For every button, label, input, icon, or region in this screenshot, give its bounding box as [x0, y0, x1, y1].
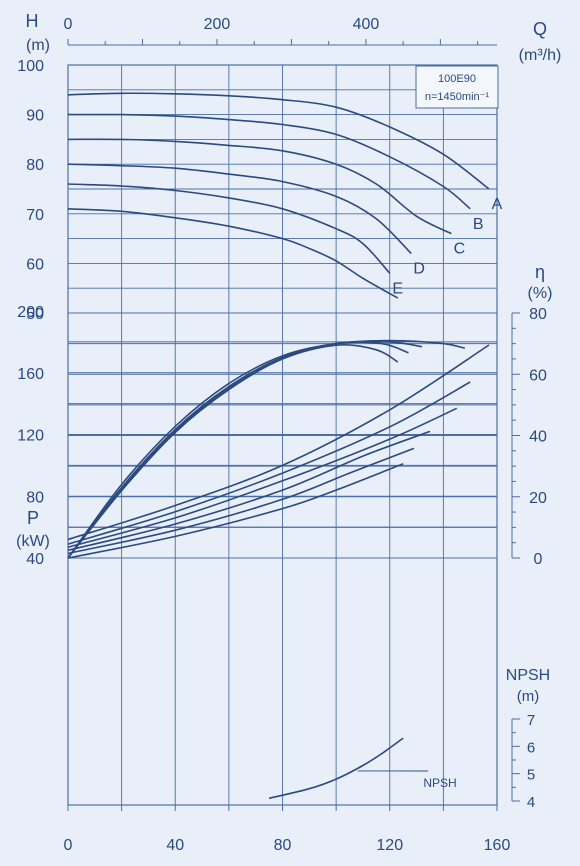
efficiency-axis-title: η — [535, 262, 545, 282]
head-curve-label: B — [473, 216, 484, 233]
npsh-curve — [268, 737, 404, 800]
power-curve — [67, 344, 490, 541]
head-tick-label: 80 — [26, 157, 44, 174]
npsh-axis-title: NPSH — [506, 667, 550, 684]
flow-top-axis-title: Q — [533, 19, 547, 39]
power-curve — [67, 447, 415, 555]
head-curve-label: D — [413, 260, 425, 277]
efficiency-axis-unit: (%) — [528, 285, 553, 302]
power-tick-label: 80 — [26, 489, 44, 506]
head-curve-label: A — [492, 196, 503, 213]
bottom-axis-tick-label: 0 — [64, 837, 73, 854]
power-curve — [67, 407, 458, 548]
efficiency-curve — [67, 340, 423, 559]
power-tick-label: 120 — [17, 428, 44, 445]
power-axis-unit: (kW) — [16, 533, 50, 550]
head-tick-label: 90 — [26, 108, 44, 125]
efficiency-curve — [67, 344, 399, 559]
model-label: 100E90 — [438, 73, 476, 85]
head-tick-label: 50 — [26, 306, 44, 323]
npsh-axis-unit: (m) — [517, 688, 540, 705]
head-tick-label: 70 — [26, 207, 44, 224]
bottom-axis-tick-label: 40 — [166, 837, 184, 854]
head-curve — [67, 92, 490, 190]
head-tick-label: 100 — [17, 58, 44, 75]
power-curve — [67, 430, 431, 552]
grid — [67, 64, 498, 806]
head-curve — [67, 138, 452, 235]
npsh-curve-label: NPSH — [423, 776, 456, 790]
npsh-tick-label: 6 — [527, 739, 535, 756]
head-curve — [67, 163, 412, 255]
efficiency-curve — [67, 339, 465, 559]
efficiency-tick-label: 80 — [529, 306, 547, 323]
bottom-axis-tick-label: 80 — [274, 837, 292, 854]
head-curve — [67, 113, 471, 210]
bottom-axis-tick-label: 120 — [376, 837, 403, 854]
top-axis-tick-label: 400 — [353, 16, 380, 33]
efficiency-tick-label: 40 — [529, 429, 547, 446]
head-tick-label: 60 — [26, 256, 44, 273]
head-curve — [67, 208, 399, 299]
head-curve — [67, 183, 391, 274]
power-tick-label: 40 — [26, 551, 44, 568]
efficiency-tick-label: 20 — [529, 490, 547, 507]
power-curve — [67, 463, 404, 559]
bottom-axis-tick-label: 160 — [484, 837, 511, 854]
power-tick-label: 160 — [17, 366, 44, 383]
model-box — [415, 65, 499, 109]
head-axis-title: H — [26, 11, 39, 31]
npsh-tick-label: 7 — [527, 712, 535, 729]
efficiency-curve — [67, 341, 409, 559]
head-curve-label: C — [454, 241, 466, 258]
efficiency-tick-label: 0 — [534, 551, 543, 568]
head-curve-label: E — [392, 280, 403, 297]
power-axis-title: P — [27, 508, 39, 528]
top-axis-tick-label: 0 — [64, 16, 73, 33]
flow-top-axis-unit: (m³/h) — [519, 47, 562, 64]
power-curve — [67, 381, 471, 545]
npsh-tick-label: 5 — [527, 767, 535, 784]
head-axis-unit: (m) — [26, 37, 50, 54]
efficiency-tick-label: 60 — [529, 367, 547, 384]
curves: ABC DE — [67, 92, 503, 800]
speed-label: n=1450min⁻¹ — [425, 91, 490, 103]
top-axis-tick-label: 200 — [204, 16, 231, 33]
npsh-tick-label: 4 — [527, 794, 535, 811]
power-tick-label: 200 — [17, 304, 44, 321]
